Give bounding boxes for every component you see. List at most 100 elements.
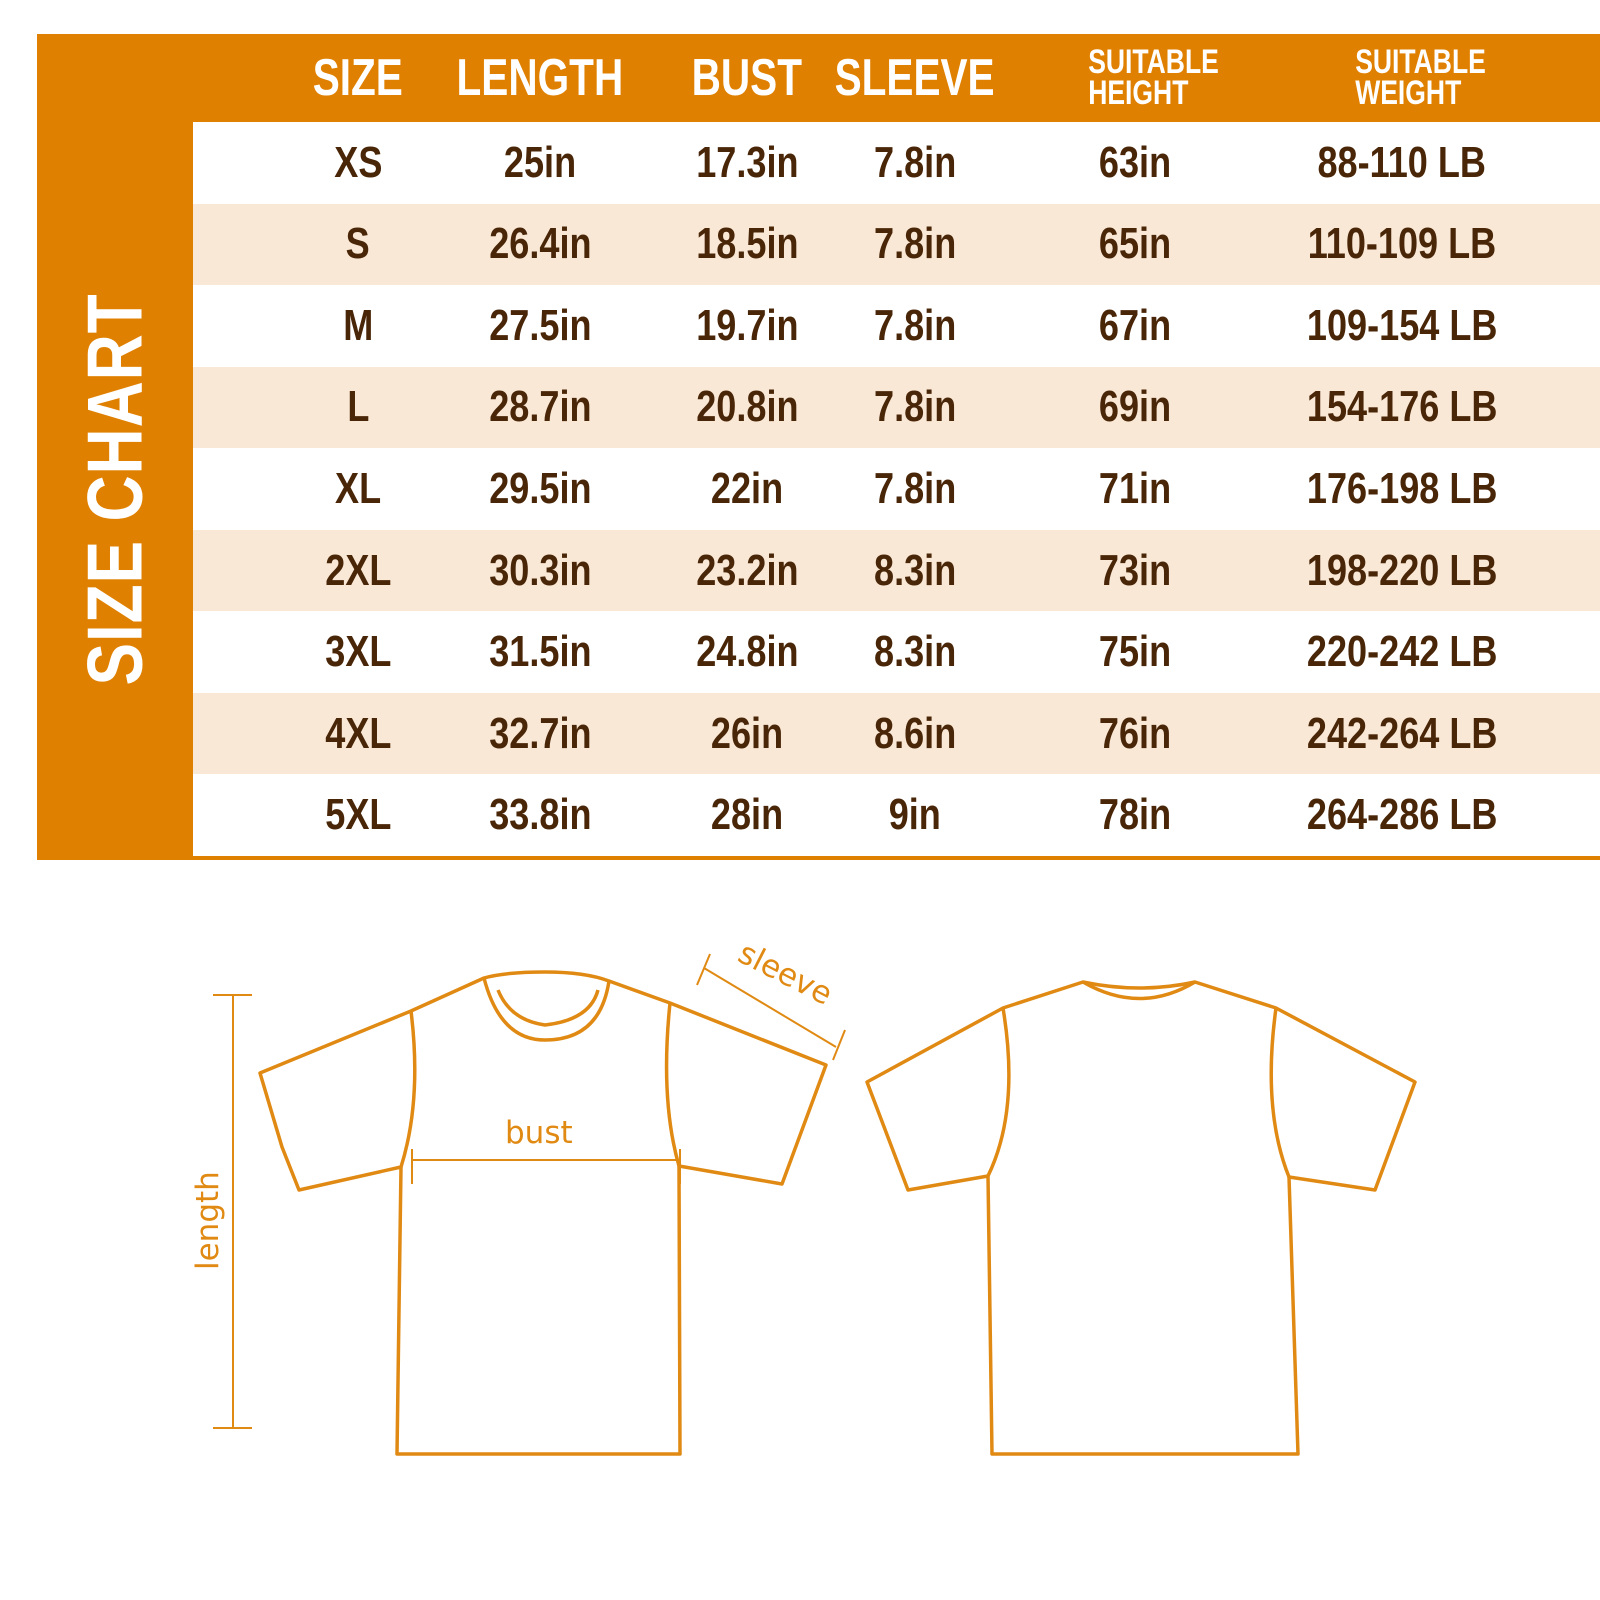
cell-text: 30.3in <box>488 545 592 595</box>
cell-suitable-height: 75in <box>1025 611 1245 693</box>
column-header-text: LENGTH <box>456 49 624 107</box>
size-table: XS 25in 17.3in 7.8in 63in 88-110 LB S 26.4in 18.… <box>193 122 1600 856</box>
cell-suitable-weight: 242-264 LB <box>1252 693 1552 775</box>
cell-text: M <box>342 300 374 350</box>
cell-suitable-height: 65in <box>1025 204 1245 286</box>
cell-text: 8.3in <box>873 627 957 677</box>
cell-size: S <box>283 204 433 286</box>
cell-size: 4XL <box>283 693 433 775</box>
cell-suitable-weight: 154-176 LB <box>1252 367 1552 449</box>
cell-length: 32.7in <box>440 693 640 775</box>
cell-bust: 18.5in <box>647 204 847 286</box>
cell-text: L <box>346 382 370 432</box>
length-label: length <box>190 1171 226 1270</box>
cell-text: 76in <box>1098 708 1172 758</box>
cell-text: 75in <box>1098 627 1172 677</box>
cell-suitable-height: 71in <box>1025 448 1245 530</box>
cell-suitable-height: 67in <box>1025 285 1245 367</box>
cell-text: 69in <box>1098 382 1172 432</box>
cell-size: XS <box>283 122 433 204</box>
column-header-text: SUITABLE HEIGHT <box>1088 43 1219 112</box>
cell-text: 63in <box>1098 137 1172 187</box>
cell-text: 18.5in <box>695 219 799 269</box>
cell-text: 67in <box>1098 300 1172 350</box>
column-header-text: SLEEVE <box>834 49 996 107</box>
cell-bust: 26in <box>647 693 847 775</box>
cell-text: 7.8in <box>873 463 957 513</box>
column-header-text: BUST <box>691 49 803 107</box>
title-text: SIZE CHART <box>70 293 159 685</box>
cell-text: 20.8in <box>695 382 799 432</box>
cell-suitable-weight: 88-110 LB <box>1252 122 1552 204</box>
cell-text: 23.2in <box>695 545 799 595</box>
cell-suitable-weight: 220-242 LB <box>1252 611 1552 693</box>
cell-sleeve: 7.8in <box>835 122 995 204</box>
cell-size: 5XL <box>283 774 433 856</box>
cell-sleeve: 7.8in <box>835 448 995 530</box>
cell-text: 2XL <box>324 545 392 595</box>
cell-text: 71in <box>1098 463 1172 513</box>
sleeve-measure <box>696 953 846 1061</box>
cell-text: XL <box>334 463 382 513</box>
cell-text: 110-109 LB <box>1307 219 1497 269</box>
cell-text: 78in <box>1098 790 1172 840</box>
cell-size: M <box>283 285 433 367</box>
sleeve-label: sleeve <box>732 935 838 1013</box>
cell-text: 7.8in <box>873 219 957 269</box>
bust-label: bust <box>505 1115 573 1151</box>
cell-text: 19.7in <box>695 300 799 350</box>
table-row: M 27.5in 19.7in 7.8in 67in 109-154 LB <box>193 285 1600 367</box>
cell-text: 8.3in <box>873 545 957 595</box>
table-row: 3XL 31.5in 24.8in 8.3in 75in 220-242 LB <box>193 611 1600 693</box>
column-header-sleeve: SLEEVE <box>835 34 995 122</box>
cell-bust: 28in <box>647 774 847 856</box>
cell-bust: 22in <box>647 448 847 530</box>
cell-text: 17.3in <box>695 137 799 187</box>
cell-text: 7.8in <box>873 300 957 350</box>
column-header-size: SIZE <box>283 34 433 122</box>
tshirt-diagram: length bust sleeve <box>190 935 1417 1456</box>
cell-bust: 17.3in <box>647 122 847 204</box>
cell-length: 27.5in <box>440 285 640 367</box>
cell-text: 25in <box>503 137 577 187</box>
front-tshirt <box>258 970 828 1456</box>
cell-text: XS <box>333 137 383 187</box>
cell-sleeve: 7.8in <box>835 204 995 286</box>
cell-text: 33.8in <box>488 790 592 840</box>
cell-text: 4XL <box>324 708 392 758</box>
size-chart-title: SIZE CHART <box>37 122 193 856</box>
cell-bust: 20.8in <box>647 367 847 449</box>
cell-suitable-weight: 110-109 LB <box>1252 204 1552 286</box>
cell-text: S <box>345 219 371 269</box>
column-header-suitable-weight: SUITABLE WEIGHT <box>1252 34 1552 122</box>
cell-text: 5XL <box>324 790 392 840</box>
table-row: 2XL 30.3in 23.2in 8.3in 73in 198-220 LB <box>193 529 1600 612</box>
back-tshirt <box>865 980 1417 1456</box>
cell-text: 176-198 LB <box>1306 463 1498 513</box>
cell-length: 28.7in <box>440 367 640 449</box>
cell-size: XL <box>283 448 433 530</box>
table-row: 5XL 33.8in 28in 9in 78in 264-286 LB <box>193 774 1600 856</box>
cell-suitable-weight: 176-198 LB <box>1252 448 1552 530</box>
cell-bust: 23.2in <box>647 530 847 612</box>
cell-length: 25in <box>440 122 640 204</box>
cell-length: 30.3in <box>440 530 640 612</box>
column-header-text: SUITABLE WEIGHT <box>1355 43 1486 112</box>
cell-text: 9in <box>888 790 942 840</box>
cell-text: 7.8in <box>873 137 957 187</box>
table-row: S 26.4in 18.5in 7.8in 65in 110-109 LB <box>193 203 1600 286</box>
cell-text: 24.8in <box>695 627 799 677</box>
cell-bust: 19.7in <box>647 285 847 367</box>
table-row: L 28.7in 20.8in 7.8in 69in 154-176 LB <box>193 366 1600 449</box>
cell-suitable-height: 63in <box>1025 122 1245 204</box>
cell-sleeve: 8.3in <box>835 611 995 693</box>
bust-measure <box>411 1149 681 1184</box>
cell-text: 220-242 LB <box>1306 627 1498 677</box>
column-header-text: SIZE <box>312 49 404 107</box>
cell-length: 26.4in <box>440 204 640 286</box>
cell-text: 65in <box>1098 219 1172 269</box>
cell-size: 2XL <box>283 530 433 612</box>
column-header-suitable-height: SUITABLE HEIGHT <box>1025 34 1245 122</box>
cell-bust: 24.8in <box>647 611 847 693</box>
cell-suitable-height: 69in <box>1025 367 1245 449</box>
